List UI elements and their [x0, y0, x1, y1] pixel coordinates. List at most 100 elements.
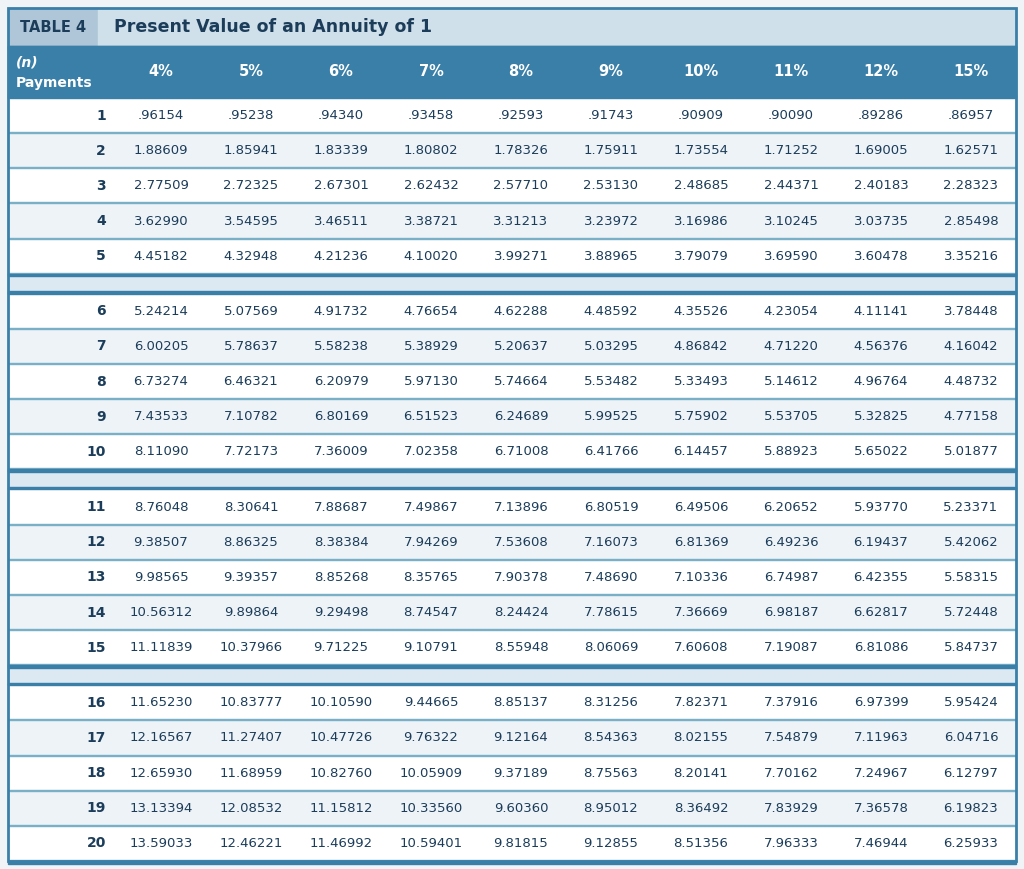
Text: 2: 2	[96, 143, 106, 158]
Text: 4.48732: 4.48732	[944, 375, 998, 388]
Text: 3.78448: 3.78448	[944, 305, 998, 318]
Text: .89286: .89286	[858, 109, 904, 122]
Text: 5.88923: 5.88923	[764, 446, 818, 459]
Text: 1.73554: 1.73554	[674, 144, 728, 157]
Bar	[8, 273, 1016, 274]
Text: 4.96764: 4.96764	[854, 375, 908, 388]
Text: 14: 14	[86, 606, 106, 620]
Text: 5.97130: 5.97130	[403, 375, 459, 388]
Text: 8.35765: 8.35765	[403, 571, 459, 584]
Bar	[8, 629, 1016, 630]
Text: 1.78326: 1.78326	[494, 144, 549, 157]
Text: 6.80519: 6.80519	[584, 501, 638, 514]
Text: 5: 5	[96, 249, 106, 263]
Text: 2.77509: 2.77509	[133, 179, 188, 192]
Text: 5.95424: 5.95424	[944, 696, 998, 709]
Text: 2.48685: 2.48685	[674, 179, 728, 192]
Text: 5.72448: 5.72448	[944, 606, 998, 619]
Text: 3.69590: 3.69590	[764, 249, 818, 262]
Bar	[8, 860, 1016, 861]
Text: 1.71252: 1.71252	[764, 144, 818, 157]
Text: Present Value of an Annuity of 1: Present Value of an Annuity of 1	[114, 18, 432, 36]
Text: 10.37966: 10.37966	[219, 641, 283, 654]
Bar	[8, 861, 1016, 864]
Text: 2.67301: 2.67301	[313, 179, 369, 192]
Text: 8.24424: 8.24424	[494, 606, 548, 619]
Text: 4.71220: 4.71220	[764, 340, 818, 353]
Bar	[8, 487, 1016, 489]
Text: 9.44665: 9.44665	[403, 696, 459, 709]
Text: 5.23371: 5.23371	[943, 501, 998, 514]
Text: 18: 18	[86, 766, 106, 780]
Text: 9.12164: 9.12164	[494, 732, 549, 745]
Text: .96154: .96154	[138, 109, 184, 122]
Text: .86957: .86957	[948, 109, 994, 122]
Text: 4.56376: 4.56376	[854, 340, 908, 353]
Bar	[8, 664, 1016, 666]
Text: 7.36578: 7.36578	[854, 802, 908, 815]
Text: 4.21236: 4.21236	[313, 249, 369, 262]
Text: 11.46992: 11.46992	[309, 837, 373, 850]
Text: 6.04716: 6.04716	[944, 732, 998, 745]
Text: 5.53482: 5.53482	[584, 375, 638, 388]
Text: 7.36009: 7.36009	[313, 446, 369, 459]
Text: .95238: .95238	[227, 109, 274, 122]
Text: 7.13896: 7.13896	[494, 501, 549, 514]
Text: 13.13394: 13.13394	[129, 802, 193, 815]
Bar	[8, 720, 1016, 755]
Bar	[8, 630, 1016, 666]
Text: 9.10791: 9.10791	[403, 641, 459, 654]
Text: 7.46944: 7.46944	[854, 837, 908, 850]
Text: 16: 16	[87, 696, 106, 710]
Bar	[8, 686, 1016, 720]
Text: 5.99525: 5.99525	[584, 410, 638, 423]
Text: 6.51523: 6.51523	[403, 410, 459, 423]
Text: 4.10020: 4.10020	[403, 249, 459, 262]
Text: 6.14457: 6.14457	[674, 446, 728, 459]
Text: 6.25933: 6.25933	[943, 837, 998, 850]
Text: 8.55948: 8.55948	[494, 641, 548, 654]
Text: 9.81815: 9.81815	[494, 837, 549, 850]
Text: 5.78637: 5.78637	[223, 340, 279, 353]
Text: 8.76048: 8.76048	[134, 501, 188, 514]
Text: 9.98565: 9.98565	[134, 571, 188, 584]
Text: 3.62990: 3.62990	[134, 215, 188, 228]
Text: 8.51356: 8.51356	[674, 837, 728, 850]
Text: 6.46321: 6.46321	[223, 375, 279, 388]
Bar	[8, 46, 1016, 98]
Text: 7.11963: 7.11963	[854, 732, 908, 745]
Text: 6.12797: 6.12797	[943, 766, 998, 779]
Text: 5.33493: 5.33493	[674, 375, 728, 388]
Text: 9: 9	[96, 410, 106, 424]
Text: 11%: 11%	[773, 64, 809, 79]
Text: 6.49506: 6.49506	[674, 501, 728, 514]
Text: 5.38929: 5.38929	[403, 340, 459, 353]
Text: 10.59401: 10.59401	[399, 837, 463, 850]
Text: 2.57710: 2.57710	[494, 179, 549, 192]
Text: 7.48690: 7.48690	[584, 571, 638, 584]
Bar	[8, 469, 1016, 472]
Text: 4%: 4%	[148, 64, 173, 79]
Bar	[8, 666, 1016, 667]
Text: 7.72173: 7.72173	[223, 446, 279, 459]
Text: 3.10245: 3.10245	[764, 215, 818, 228]
Bar	[8, 328, 1016, 364]
Text: 4.23054: 4.23054	[764, 305, 818, 318]
Bar	[8, 791, 1016, 826]
Bar	[8, 169, 1016, 203]
Text: 7.49867: 7.49867	[403, 501, 459, 514]
Text: 3.60478: 3.60478	[854, 249, 908, 262]
Text: 6.20652: 6.20652	[764, 501, 818, 514]
Text: .91743: .91743	[588, 109, 634, 122]
Text: 9.71225: 9.71225	[313, 641, 369, 654]
Text: 7.83929: 7.83929	[764, 802, 818, 815]
Text: 6.00205: 6.00205	[134, 340, 188, 353]
Text: 8.85268: 8.85268	[313, 571, 369, 584]
Text: 7.96333: 7.96333	[764, 837, 818, 850]
Text: 2.72325: 2.72325	[223, 179, 279, 192]
Text: 1.83339: 1.83339	[313, 144, 369, 157]
Text: 3.46511: 3.46511	[313, 215, 369, 228]
Text: 5.14612: 5.14612	[764, 375, 818, 388]
Text: 7.24967: 7.24967	[854, 766, 908, 779]
Text: 17: 17	[87, 731, 106, 745]
